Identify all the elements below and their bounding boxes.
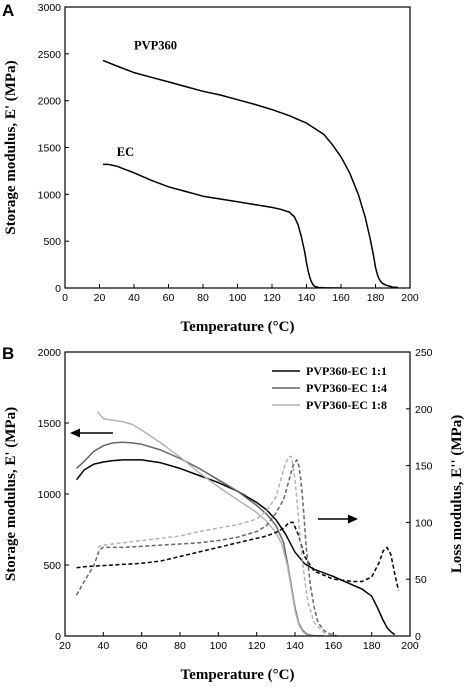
series-line-pvp360-ec-1-1-e: [76, 521, 400, 591]
y2-tick-label: 50: [415, 574, 427, 586]
panel-b-x-axis-title: Temperature (°C): [181, 667, 295, 683]
x-tick-label: 100: [210, 640, 228, 652]
panel-a-y-axis-title: Storage modulus, E' (MPa): [3, 60, 19, 234]
x-tick-label: 200: [401, 640, 419, 652]
panel-b-axis-arrows: [70, 428, 358, 524]
series-line-pvp360-ec-1-8-e: [97, 455, 334, 636]
x-tick-label: 40: [97, 640, 109, 652]
panel-a: A 0 20 40 60 80 100 120 140 160 180 20005001000150…: [2, 1, 419, 335]
series-line-pvp360-ec-1-4: [75, 441, 324, 636]
panel-b: B 20 40 60 80 100 120 140 160 180 200050010001500…: [2, 344, 465, 683]
series-line-pvp360-ec-1-8: [97, 411, 315, 636]
panel-b-y2-axis-title: Loss modulus, E'' (MPa): [449, 415, 465, 573]
panel-b-legend: PVP360-EC 1:1 PVP360-EC 1:4 PVP360-EC 1:…: [272, 364, 387, 412]
y-tick-label: 2500: [38, 49, 62, 61]
right-axis-arrowhead-icon: [348, 514, 358, 524]
y-tick-label: 1000: [38, 189, 62, 201]
y-tick-label: 500: [43, 236, 61, 248]
y-tick-label: 0: [55, 283, 61, 295]
y-tick-label: 2000: [38, 347, 62, 359]
series-line-pvp360-ec-1-4-e: [75, 459, 338, 636]
y-tick-label: 1500: [38, 143, 62, 155]
y2-tick-label: 100: [415, 517, 433, 529]
y-tick-label: 3000: [38, 2, 62, 14]
y-tick-label: 1000: [38, 489, 62, 501]
panel-b-series: [75, 411, 400, 636]
x-tick-label: 20: [94, 292, 106, 304]
left-axis-arrowhead-icon: [70, 428, 80, 438]
y2-tick-label: 150: [415, 461, 433, 473]
panel-b-plot-frame: [64, 351, 411, 637]
panel-b-label: B: [2, 344, 14, 363]
annotation-pvp360: PVP360: [134, 39, 177, 53]
x-tick-label: 140: [298, 292, 316, 304]
x-tick-label: 160: [332, 292, 350, 304]
series-line-ec: [103, 163, 341, 288]
y-tick-label: 500: [43, 560, 61, 572]
legend-label-1-4: PVP360-EC 1:4: [306, 381, 387, 395]
x-tick-label: 180: [367, 292, 385, 304]
x-tick-label: 200: [401, 292, 419, 304]
x-tick-label: 80: [174, 640, 186, 652]
panel-b-y-axis-title: Storage modulus, E' (MPa): [3, 407, 19, 581]
x-tick-label: 140: [286, 640, 304, 652]
y2-tick-label: 250: [415, 347, 433, 359]
y-tick-label: 1500: [38, 418, 62, 430]
legend-label-1-8: PVP360-EC 1:8: [306, 398, 387, 412]
y2-tick-label: 200: [415, 404, 433, 416]
panel-b-ticks: 20 40 60 80 100 120 140 160 180 20005001000150020…: [38, 347, 433, 652]
panel-a-x-axis-title: Temperature (°C): [181, 319, 295, 335]
x-tick-label: 60: [163, 292, 175, 304]
series-line-pvp360-ec-1-1: [75, 459, 396, 636]
panel-a-series: [102, 59, 398, 288]
annotation-ec: EC: [117, 145, 134, 159]
series-line-pvp360: [102, 59, 398, 288]
x-tick-label: 160: [325, 640, 343, 652]
x-tick-label: 40: [128, 292, 140, 304]
x-tick-label: 120: [248, 640, 266, 652]
x-tick-label: 100: [229, 292, 247, 304]
x-tick-label: 60: [136, 640, 148, 652]
y-tick-label: 2000: [38, 96, 62, 108]
x-tick-label: 180: [363, 640, 381, 652]
panel-a-plot-frame: [64, 6, 411, 289]
x-tick-label: 120: [263, 292, 281, 304]
y2-tick-label: 0: [415, 631, 421, 643]
x-tick-label: 80: [197, 292, 209, 304]
panel-a-ticks: 0 20 40 60 80 100 120 140 160 180 2000500100015002…: [38, 2, 419, 304]
x-tick-label: 20: [59, 640, 71, 652]
y-tick-label: 0: [55, 631, 61, 643]
panel-a-label: A: [2, 1, 14, 20]
legend-label-1-1: PVP360-EC 1:1: [306, 364, 387, 378]
x-tick-label: 0: [62, 292, 68, 304]
